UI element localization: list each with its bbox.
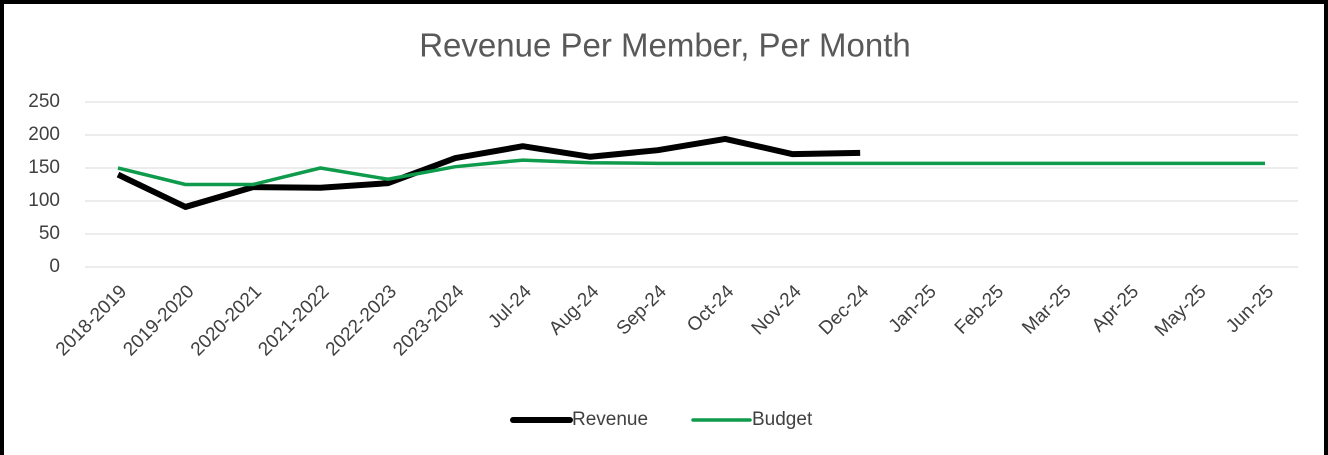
y-tick-label: 100 <box>28 190 60 211</box>
chart-title: Revenue Per Member, Per Month <box>419 27 911 64</box>
y-tick-label: 150 <box>28 157 60 178</box>
y-tick-label: 200 <box>28 124 60 145</box>
legend-label: Revenue <box>572 409 648 430</box>
y-tick-label: 0 <box>49 256 60 277</box>
series-line <box>116 135 861 210</box>
series-line <box>117 158 1265 187</box>
y-tick-label: 250 <box>28 91 60 112</box>
y-tick-label: 50 <box>39 223 60 244</box>
legend-label: Budget <box>752 409 813 430</box>
